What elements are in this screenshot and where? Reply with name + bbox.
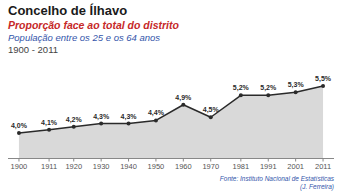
line [19,86,323,133]
point [17,131,21,135]
annotation: Fonte: Instituto Nacional de Estatística… [220,175,335,182]
title: Concelho de Ílhavo [8,3,127,18]
tick-label: 1981 [233,162,250,171]
point [181,103,185,107]
point [99,122,103,126]
point [266,93,270,97]
data-label: 4,3% [121,113,138,121]
point [127,122,131,126]
axis-line [8,158,334,159]
subtitle: População entre os 25 e os 64 anos [8,32,160,43]
point [47,128,51,132]
tick-label: 1930 [93,162,110,171]
data-label: 5,3% [288,81,305,89]
x-axis: 1900 1911 1920 1930 1940 1950 1960 1970 1981 1991… [8,159,334,172]
tick-label: 1920 [65,162,82,171]
data-label: 4,0% [11,122,28,130]
tick-label: 1900 [11,162,28,171]
data-label: 4,9% [175,94,192,102]
point [321,84,325,88]
data-label: 4,4% [148,109,165,117]
data-label: 5,2% [260,84,277,92]
tick-label: 1960 [175,162,192,171]
tick-label: 1991 [260,162,277,171]
tick-label: 1911 [41,162,57,171]
subtitle: Proporção face ao total do distrito [8,19,180,31]
data-label: 4,3% [93,113,110,121]
point [239,93,243,97]
data-label: 5,2% [233,84,250,92]
tick-label: 2011 [315,162,331,171]
data-label: 4,1% [41,119,58,127]
point [209,115,213,119]
subtitle: 1900 - 2011 [8,44,58,55]
data-label: 4,5% [203,106,220,114]
chart: Concelho de ÍlhavoProporção face ao tota… [0,0,341,192]
area [19,86,323,158]
point [154,118,158,122]
data-labels: 4,0% 4,1% 4,2% 4,3% 4,3% 4,4% 4,9% 4,5% 5,2% 5,2%… [11,75,332,130]
tick-label: 1940 [120,162,137,171]
point [72,125,76,129]
annotation: (J. Ferreira) [300,183,334,191]
plot-area [17,84,325,158]
tick-label: 1970 [202,162,219,171]
data-label: 4,2% [66,116,83,124]
point [294,90,298,94]
tick-label: 1950 [148,162,165,171]
data-label: 5,5% [315,75,332,83]
tick-label: 2001 [287,162,304,171]
